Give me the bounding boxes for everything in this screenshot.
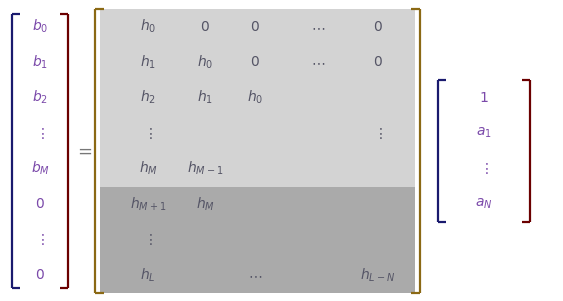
Text: $\vdots$: $\vdots$ (143, 126, 153, 141)
Text: $b_M$: $b_M$ (30, 160, 50, 178)
Text: $h_L$: $h_L$ (140, 267, 156, 284)
Text: $\vdots$: $\vdots$ (35, 126, 45, 141)
Text: $\vdots$: $\vdots$ (35, 232, 45, 247)
Bar (100, 187, 415, 293)
Text: $\vdots$: $\vdots$ (373, 126, 383, 141)
Text: $0$: $0$ (35, 197, 45, 211)
Text: $1$: $1$ (479, 91, 489, 105)
Text: $h_M$: $h_M$ (195, 196, 215, 213)
Text: $h_{M-1}$: $h_{M-1}$ (187, 160, 223, 178)
Text: $h_2$: $h_2$ (140, 89, 156, 107)
Text: $=$: $=$ (74, 142, 92, 160)
Text: $0$: $0$ (250, 55, 260, 69)
Text: $a_1$: $a_1$ (476, 126, 492, 141)
Text: $\vdots$: $\vdots$ (143, 232, 153, 247)
Text: $h_M$: $h_M$ (138, 160, 158, 178)
Text: $h_1$: $h_1$ (140, 54, 156, 71)
Text: $0$: $0$ (200, 20, 210, 34)
Text: $h_{L-N}$: $h_{L-N}$ (360, 267, 396, 284)
Text: $\cdots$: $\cdots$ (248, 268, 262, 282)
Text: $h_{M+1}$: $h_{M+1}$ (130, 196, 166, 213)
Text: $h_0$: $h_0$ (197, 54, 213, 71)
Text: $\cdots$: $\cdots$ (311, 20, 325, 34)
Text: $h_0$: $h_0$ (247, 89, 263, 107)
Text: $0$: $0$ (373, 55, 383, 69)
Text: $h_1$: $h_1$ (197, 89, 213, 107)
Text: $0$: $0$ (250, 20, 260, 34)
Text: $\cdots$: $\cdots$ (311, 55, 325, 69)
Text: $b_1$: $b_1$ (32, 54, 48, 71)
Text: $0$: $0$ (373, 20, 383, 34)
Text: $h_0$: $h_0$ (140, 18, 156, 36)
Text: $b_2$: $b_2$ (32, 89, 48, 107)
Text: $\vdots$: $\vdots$ (479, 161, 489, 176)
Bar (100, 9, 415, 187)
Text: $0$: $0$ (35, 268, 45, 282)
Text: $a_N$: $a_N$ (475, 197, 493, 211)
Text: $b_0$: $b_0$ (32, 18, 48, 36)
